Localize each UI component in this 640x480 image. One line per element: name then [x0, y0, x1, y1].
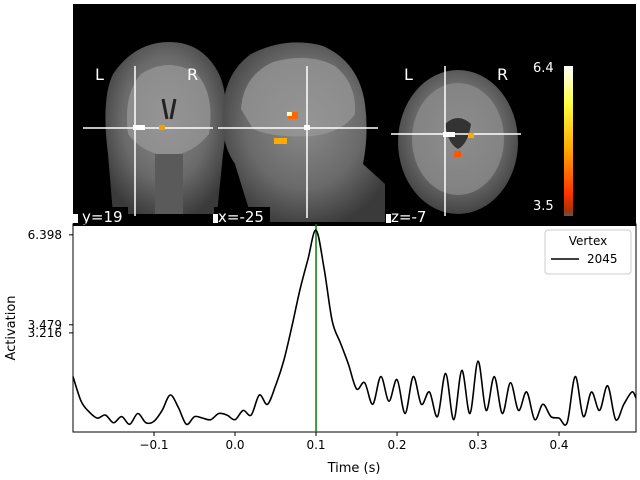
coronal-left-label: L	[95, 65, 104, 84]
x-tick-label: −0.1	[139, 438, 168, 452]
brain-views-panel: L R L R 6	[73, 4, 636, 226]
y-tick-label: 3.479	[28, 318, 62, 332]
coord-box-axial: z=-7	[386, 207, 432, 226]
brain-views-svg: L R L R 6	[73, 42, 573, 226]
colorbar-max-label: 6.4	[533, 61, 554, 76]
x-tick-label: 0.3	[468, 438, 487, 452]
legend-box	[544, 229, 632, 275]
coord-coronal: y=19	[82, 208, 123, 226]
x-tick-label: 0.4	[549, 438, 568, 452]
coord-sagittal: x=-25	[218, 208, 264, 226]
axial-right-label: R	[497, 65, 508, 84]
colorbar: 6.4 3.5	[533, 61, 573, 216]
series-line-2045	[72, 229, 637, 426]
x-tick-label: 0.1	[306, 438, 325, 452]
legend-title: Vertex	[569, 234, 608, 248]
coord-box-sagittal: x=-25	[213, 207, 270, 226]
coronal-view: L R	[83, 42, 227, 216]
x-tick-label: 0.2	[387, 438, 406, 452]
x-tick-label: 0.0	[225, 438, 244, 452]
legend-entry: 2045	[587, 252, 618, 266]
y-tick-label: 6.398	[28, 228, 62, 242]
axial-view: L R	[391, 65, 521, 216]
colorbar-min-label: 3.5	[533, 199, 554, 214]
coord-box-coronal: y=19	[73, 207, 128, 226]
axes-frame	[72, 223, 637, 433]
coord-axial: z=-7	[391, 208, 426, 226]
coronal-right-label: R	[187, 65, 198, 84]
axial-left-label: L	[404, 65, 413, 84]
colorbar-gradient	[564, 66, 573, 216]
x-axis-label: Time (s)	[327, 461, 381, 476]
y-axis-label: Activation	[4, 295, 19, 360]
y-tick-label: 3.216	[28, 326, 62, 340]
sagittal-view	[218, 42, 385, 222]
